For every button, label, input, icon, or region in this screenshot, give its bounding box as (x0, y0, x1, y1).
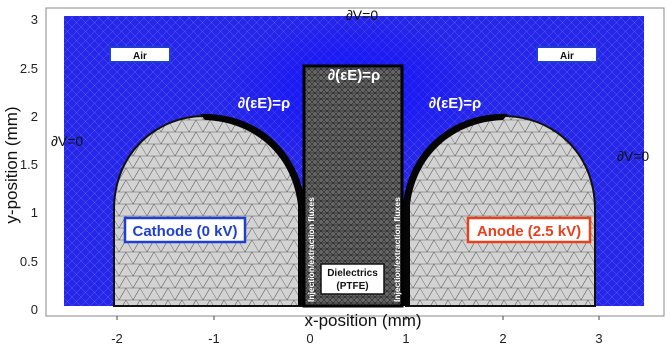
air-right-box (536, 46, 598, 63)
top-boundary-label: ∂V=0 (346, 7, 378, 23)
left-boundary-label: ∂V=0 (51, 133, 83, 149)
x-tick-label: 3 (595, 331, 602, 346)
anode-label: Anode (2.5 kV) (477, 223, 581, 240)
x-axis-title: x-position (mm) (304, 311, 421, 330)
dielectric-label-line2: (PTFE) (336, 281, 368, 292)
x-tick-label: 1 (402, 331, 409, 346)
y-tick-label: 1.5 (20, 157, 38, 172)
gauss-right-label: ∂(εE)=ρ (429, 95, 482, 112)
x-tick-label: -1 (208, 331, 220, 346)
x-tick-label: 2 (499, 331, 506, 346)
y-axis-title: y-position (mm) (2, 106, 21, 223)
cathode-label: Cathode (0 kV) (132, 223, 237, 240)
y-tick-label: 3 (31, 12, 38, 27)
right-boundary-label: ∂V=0 (617, 148, 649, 164)
y-tick-label: 1 (31, 205, 38, 220)
air-left-label: Air (133, 51, 147, 62)
x-axis: -2 -1 0 1 2 3 x-position (mm) (111, 311, 602, 346)
x-tick-label: 0 (306, 331, 313, 346)
plot-frame (45, 7, 665, 317)
dielectric-box (320, 263, 385, 295)
anode-box (466, 216, 592, 244)
flux-left-label: Injection/extraction fluxes (306, 197, 316, 302)
gauss-left-label: ∂(εE)=ρ (238, 95, 291, 112)
x-tick-label: -2 (111, 331, 123, 346)
cathode-box (123, 216, 247, 244)
y-tick-label: 0.5 (20, 254, 38, 269)
y-tick-label: 2.5 (20, 61, 38, 76)
y-tick-label: 0 (31, 302, 38, 317)
air-right-label: Air (560, 51, 574, 62)
y-axis: 3 2.5 2 1.5 1 0.5 0 y-position (mm) (2, 12, 38, 317)
gauss-center-label: ∂(εE)=ρ (328, 67, 381, 84)
flux-right-label: Injection/extraction fluxes (392, 197, 402, 302)
y-tick-label: 2 (31, 109, 38, 124)
air-left-box (109, 46, 171, 63)
dielectric-label-line1: Dielectrics (327, 268, 378, 279)
